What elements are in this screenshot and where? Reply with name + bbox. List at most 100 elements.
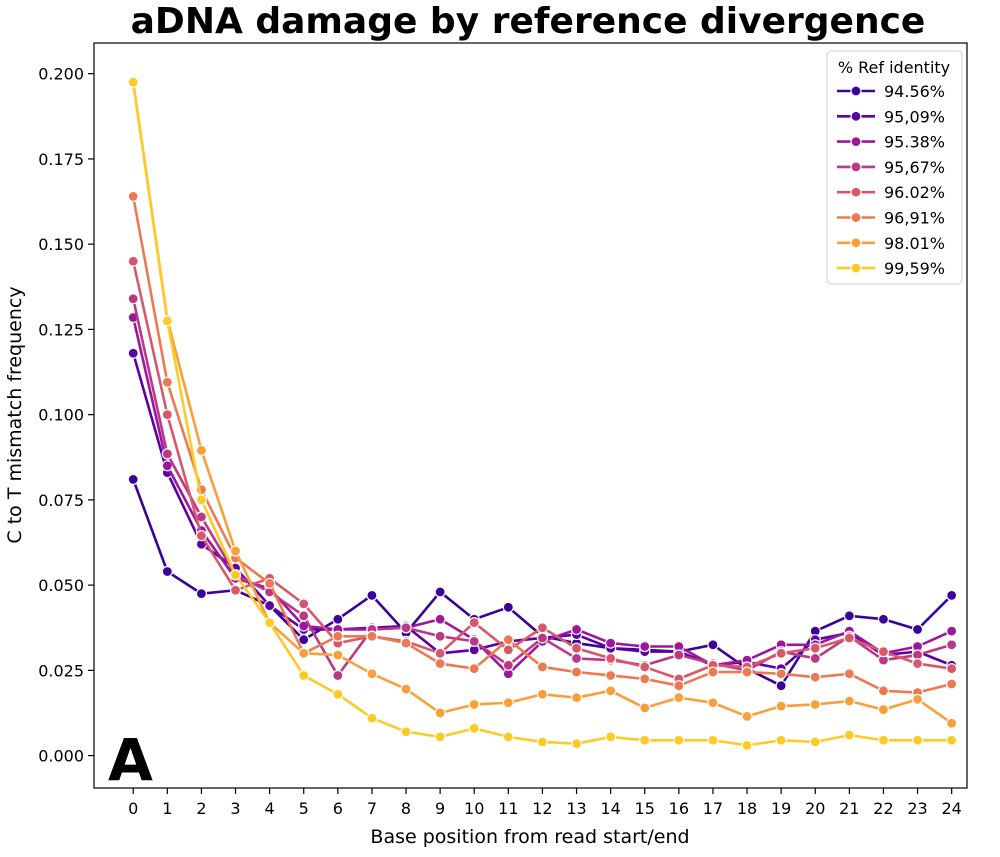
data-point: [366, 712, 378, 724]
y-tick-label: 0.100: [38, 406, 84, 425]
data-point: [502, 601, 514, 613]
legend-item: 99,59%: [837, 259, 945, 278]
data-point: [434, 647, 446, 659]
data-point: [161, 315, 173, 327]
x-tick-label: 13: [566, 799, 586, 818]
x-tick-label: 5: [299, 799, 309, 818]
data-point: [332, 613, 344, 625]
data-point: [843, 729, 855, 741]
legend-marker: [850, 161, 862, 173]
data-point: [195, 530, 208, 542]
data-point: [775, 680, 787, 692]
data-point: [502, 644, 514, 656]
data-point: [264, 577, 276, 590]
data-point: [775, 734, 787, 746]
data-point: [877, 703, 890, 716]
legend-item: 98.01%: [837, 234, 945, 253]
series-layer: [127, 76, 958, 751]
data-point: [877, 646, 890, 658]
data-point: [536, 736, 549, 748]
legend-label: 96,91%: [884, 209, 945, 228]
legend-marker: [850, 110, 862, 122]
data-point: [127, 255, 139, 267]
data-point: [673, 734, 685, 746]
data-point: [605, 652, 617, 665]
legend-label: 99,59%: [884, 259, 945, 278]
data-point: [809, 736, 821, 748]
data-point: [946, 589, 958, 601]
data-point: [502, 731, 514, 743]
series-8: [127, 76, 958, 751]
data-point: [639, 640, 651, 653]
data-point: [161, 409, 173, 421]
legend-marker: [850, 85, 862, 97]
data-point: [946, 663, 958, 675]
x-tick-label: 23: [907, 799, 927, 818]
x-tick-label: 12: [532, 799, 552, 818]
x-tick-label: 17: [703, 799, 723, 818]
y-tick-label: 0.200: [38, 65, 84, 84]
data-point: [502, 634, 514, 646]
data-point: [707, 639, 719, 651]
data-point: [366, 630, 378, 642]
data-point: [536, 622, 549, 634]
data-point: [298, 669, 310, 682]
data-point: [946, 678, 958, 690]
legend-marker: [850, 262, 862, 274]
data-point: [468, 635, 480, 647]
data-point: [639, 702, 651, 714]
data-point: [502, 697, 514, 709]
data-point: [911, 657, 924, 670]
data-point: [673, 692, 685, 704]
x-tick-label: 24: [941, 799, 961, 818]
data-point: [570, 623, 583, 636]
x-tick-label: 15: [635, 799, 655, 818]
legend-marker: [850, 211, 862, 224]
data-point: [639, 673, 651, 685]
data-point: [843, 668, 855, 680]
data-point: [434, 586, 446, 598]
data-point: [434, 630, 446, 642]
data-point: [946, 639, 958, 651]
data-point: [536, 632, 549, 644]
data-point: [946, 734, 958, 746]
data-point: [809, 698, 821, 711]
data-point: [570, 666, 583, 678]
data-point: [127, 347, 139, 359]
y-tick-label: 0.125: [38, 320, 84, 339]
data-point: [127, 76, 139, 88]
chart-title: aDNA damage by reference divergence: [131, 1, 926, 42]
data-point: [229, 545, 242, 557]
data-point: [400, 622, 412, 634]
legend-label: 96.02%: [884, 183, 945, 202]
data-point: [298, 598, 310, 610]
data-point: [127, 473, 139, 486]
legend-label: 94.56%: [884, 82, 945, 101]
legend-title: % Ref identity: [838, 58, 950, 77]
data-point: [332, 688, 344, 700]
data-point: [468, 663, 480, 675]
x-tick-label: 21: [839, 799, 859, 818]
legend-marker: [850, 136, 862, 148]
x-tick-label: 8: [401, 799, 411, 818]
data-point: [366, 589, 378, 601]
legend-item: 95.38%: [837, 133, 945, 152]
x-tick-label: 0: [128, 799, 138, 818]
data-point: [127, 190, 139, 203]
data-point: [195, 494, 208, 506]
data-point: [298, 647, 310, 659]
x-tick-label: 6: [333, 799, 343, 818]
data-point: [161, 376, 173, 388]
plot-area: [93, 42, 968, 789]
data-point: [332, 630, 344, 642]
data-point: [434, 613, 446, 625]
data-point: [434, 731, 446, 743]
data-point: [264, 617, 276, 629]
x-tick-label: 18: [737, 799, 757, 818]
y-tick-label: 0.075: [38, 491, 84, 510]
x-axis: 0 1 2 3 4 5 6 7 8 9 10 11 12 13 14 15 16 17 18 19 20 21 22 23 24: [128, 788, 962, 818]
data-point: [332, 649, 344, 661]
data-point: [536, 688, 549, 700]
data-point: [741, 666, 753, 678]
